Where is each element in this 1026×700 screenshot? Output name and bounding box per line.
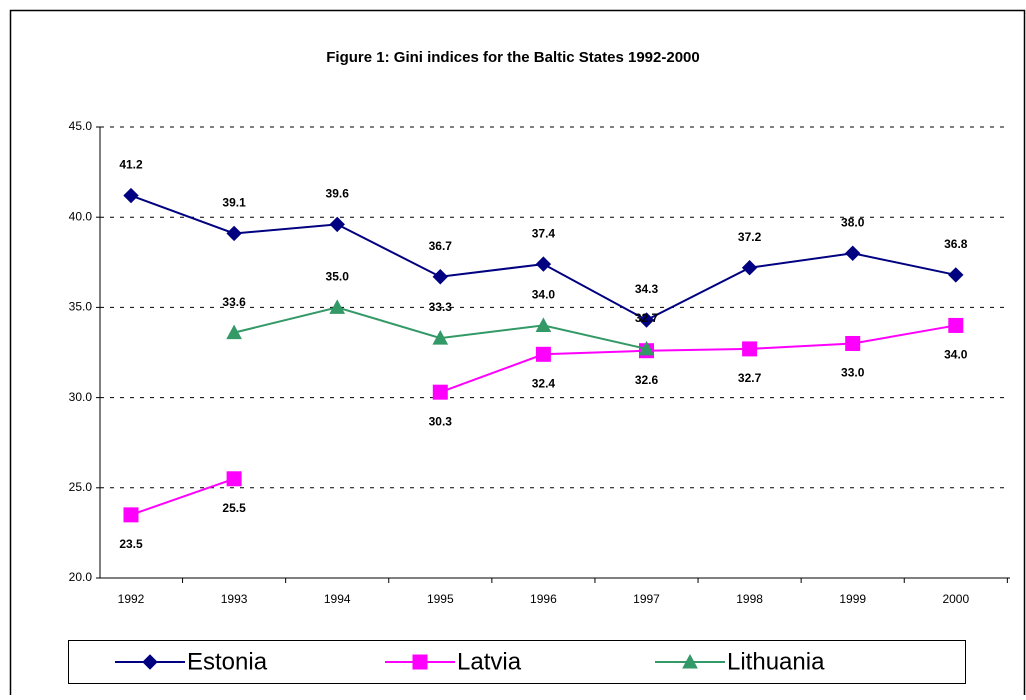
- marker: [948, 317, 964, 333]
- marker: [682, 653, 698, 669]
- y-tick-label: 30.0: [69, 390, 93, 404]
- value-label: 37.4: [532, 226, 556, 240]
- series-line: [130, 324, 956, 516]
- marker: [948, 267, 964, 283]
- value-label: 33.0: [841, 366, 865, 380]
- legend-box: [68, 640, 966, 684]
- marker: [845, 335, 861, 351]
- marker: [535, 256, 552, 272]
- value-label: 34.0: [532, 288, 556, 302]
- y-tick-label: 35.0: [69, 300, 93, 314]
- marker: [123, 507, 139, 523]
- legend-label: Estonia: [187, 648, 268, 675]
- x-tick-label: 1993: [221, 592, 248, 606]
- value-label: 32.4: [532, 376, 556, 390]
- x-tick-label: 1998: [736, 592, 763, 606]
- marker: [535, 317, 552, 332]
- marker: [226, 324, 242, 340]
- marker: [123, 187, 139, 204]
- value-label: 36.8: [944, 237, 968, 251]
- marker: [142, 654, 158, 670]
- marker: [432, 269, 449, 285]
- marker: [226, 471, 242, 487]
- marker: [412, 654, 428, 670]
- x-tick-label: 1999: [839, 592, 866, 606]
- marker: [432, 384, 448, 400]
- marker: [535, 346, 551, 362]
- marker: [638, 340, 655, 356]
- value-label: 34.3: [635, 282, 659, 296]
- value-label: 30.3: [429, 414, 453, 428]
- value-label: 23.5: [119, 537, 143, 551]
- y-tick-label: 25.0: [69, 480, 93, 494]
- marker: [844, 245, 861, 261]
- marker: [741, 260, 758, 276]
- value-label: 32.7: [635, 311, 659, 325]
- marker: [329, 299, 346, 314]
- chart-title: Figure 1: Gini indices for the Baltic St…: [326, 49, 699, 66]
- value-label: 25.5: [222, 501, 246, 515]
- x-tick-label: 2000: [942, 592, 969, 606]
- value-label: 36.7: [429, 239, 453, 253]
- value-label: 33.3: [429, 300, 453, 314]
- chart-border: [9, 9, 1026, 700]
- marker: [329, 216, 345, 233]
- value-label: 33.6: [222, 295, 246, 309]
- value-label: 35.0: [326, 270, 350, 284]
- value-label: 32.7: [738, 371, 762, 385]
- y-tick-label: 20.0: [69, 570, 93, 584]
- legend-label: Latvia: [457, 648, 522, 675]
- x-tick-label: 1995: [427, 592, 454, 606]
- value-label: 39.1: [222, 196, 246, 210]
- marker: [742, 341, 758, 357]
- value-label: 32.6: [635, 373, 659, 387]
- value-label: 34.0: [944, 348, 968, 362]
- value-label: 39.6: [326, 187, 350, 201]
- x-tick-label: 1994: [324, 592, 351, 606]
- marker: [638, 312, 655, 328]
- y-tick-label: 45.0: [69, 119, 93, 133]
- y-tick-label: 40.0: [69, 209, 93, 223]
- value-label: 38.0: [841, 215, 865, 229]
- value-label: 41.2: [119, 158, 143, 172]
- legend-label: Lithuania: [727, 648, 825, 675]
- value-label: 37.2: [738, 230, 762, 244]
- x-tick-label: 1992: [118, 592, 145, 606]
- x-tick-label: 1996: [530, 592, 557, 606]
- marker: [226, 225, 242, 242]
- marker: [432, 330, 449, 345]
- x-tick-label: 1997: [633, 592, 660, 606]
